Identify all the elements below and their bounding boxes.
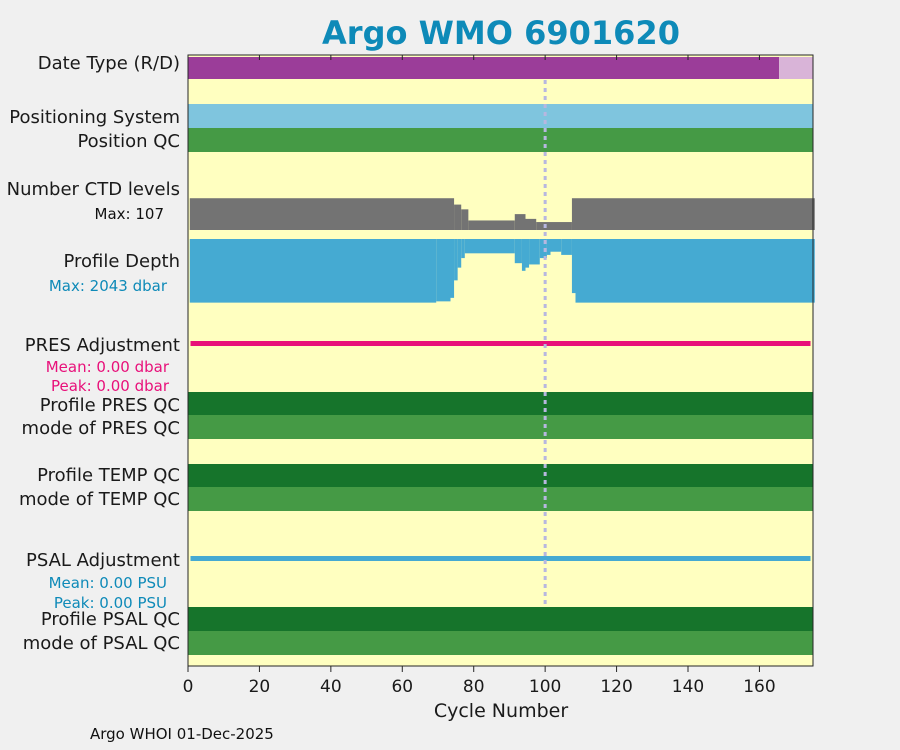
- profile-depth-label: Profile Depth: [63, 251, 180, 272]
- ctd-levels-bar-2: [461, 209, 469, 230]
- pres-mean-label: Mean: 0.00 dbar: [46, 358, 170, 376]
- mode-temp-qc-bar: [188, 487, 813, 511]
- chart-title: Argo WMO 6901620: [322, 14, 680, 52]
- x-tick-label-80: 80: [463, 677, 485, 697]
- plot-background: [188, 55, 813, 666]
- profile-temp-qc-bar: [188, 464, 813, 487]
- date-type-delayed-bar: [779, 57, 813, 79]
- mode-pres-qc-label: mode of PRES QC: [22, 418, 180, 439]
- pres-adjustment-label: PRES Adjustment: [25, 335, 180, 356]
- ctd-levels-bar-0: [189, 198, 455, 230]
- profile-depth-bar-12: [546, 239, 551, 255]
- profile-psal-qc-bar: [188, 607, 813, 631]
- profile-depth-bar-7: [514, 239, 522, 264]
- ctd-levels-max: Max: 107: [95, 205, 164, 223]
- x-tick-label-0: 0: [183, 677, 194, 697]
- position-qc-label: Position QC: [77, 131, 180, 152]
- pres-peak-label: Peak: 0.00 dbar: [51, 377, 170, 395]
- psal-mean-label: Mean: 0.00 PSU: [49, 574, 167, 592]
- x-axis-title: Cycle Number: [434, 700, 568, 722]
- x-tick-label-120: 120: [600, 677, 632, 697]
- x-tick-label-40: 40: [320, 677, 342, 697]
- profile-depth-bar-0: [189, 239, 437, 303]
- positioning-system-bar: [188, 104, 813, 128]
- ctd-levels-label: Number CTD levels: [7, 179, 180, 200]
- footer-credit: Argo WHOI 01-Dec-2025: [90, 725, 274, 743]
- x-tick-label-140: 140: [672, 677, 704, 697]
- profile-depth-max: Max: 2043 dbar: [49, 277, 168, 295]
- ctd-levels-bar-3: [468, 220, 515, 230]
- x-axis: 0 20 40 60 80 100 120 140 160: [183, 55, 776, 697]
- x-tick-label-160: 160: [743, 677, 775, 697]
- profile-depth-bar-10: [529, 239, 540, 265]
- ctd-levels-bar-4: [514, 214, 526, 230]
- profile-depth-bar-14: [561, 239, 572, 255]
- ctd-levels-bar-5: [525, 218, 537, 230]
- profile-pres-qc-bar: [188, 392, 813, 415]
- profile-depth-bar-9: [525, 239, 530, 268]
- ctd-levels-bar-6: [536, 222, 572, 230]
- profile-depth-bar-4: [457, 239, 462, 268]
- profile-depth-bar-3: [454, 239, 458, 281]
- mode-psal-qc-bar: [188, 631, 813, 655]
- profile-depth-bar-15: [571, 239, 576, 294]
- x-tick-label-60: 60: [391, 677, 413, 697]
- mode-psal-qc-label: mode of PSAL QC: [23, 633, 180, 654]
- psal-peak-label: Peak: 0.00 PSU: [54, 594, 167, 612]
- profile-depth-bar-8: [521, 239, 526, 271]
- profile-depth-bar-16: [575, 239, 815, 303]
- ctd-levels-bar-1: [454, 204, 462, 230]
- psal-adjustment-line: [190, 556, 811, 561]
- profile-depth-bar-6: [464, 239, 515, 254]
- profile-pres-qc-label: Profile PRES QC: [40, 395, 180, 416]
- profile-depth-bar-11: [539, 239, 547, 259]
- date-type-label: Date Type (R/D): [38, 53, 180, 74]
- profile-psal-qc-label: Profile PSAL QC: [41, 609, 180, 630]
- ctd-levels-bar-7: [571, 198, 815, 230]
- profile-temp-qc-label: Profile TEMP QC: [37, 465, 180, 486]
- plot-frame: [187, 54, 814, 667]
- pres-adjustment-line: [190, 341, 811, 346]
- positioning-system-label: Positioning System: [9, 107, 180, 128]
- profile-depth-bar-13: [550, 239, 562, 252]
- x-tick-label-20: 20: [249, 677, 271, 697]
- date-type-realtime-bar: [188, 57, 780, 79]
- mode-pres-qc-bar: [188, 415, 813, 439]
- psal-adjustment-label: PSAL Adjustment: [26, 550, 180, 571]
- position-qc-bar: [188, 128, 813, 152]
- x-tick-label-100: 100: [529, 677, 561, 697]
- mode-temp-qc-label: mode of TEMP QC: [19, 489, 180, 510]
- profile-depth-bar-1: [436, 239, 451, 302]
- profile-depth-bar-5: [461, 239, 465, 259]
- profile-depth-bar-2: [450, 239, 455, 298]
